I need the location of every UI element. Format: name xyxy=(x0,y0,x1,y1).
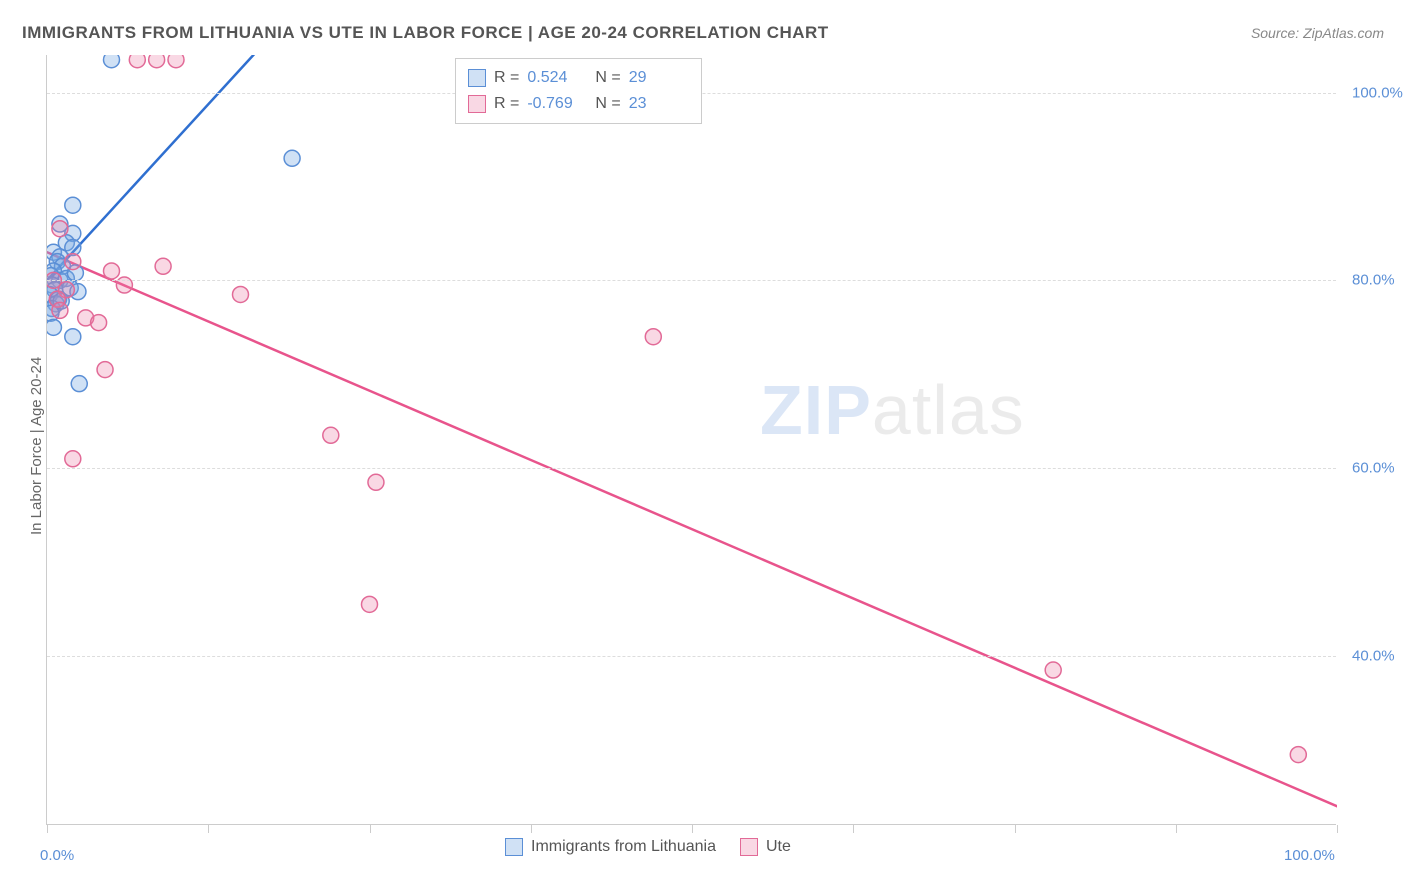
legend-series: Immigrants from Lithuania Ute xyxy=(505,838,791,856)
legend-label: Immigrants from Lithuania xyxy=(531,838,716,856)
gridline-horizontal xyxy=(47,468,1336,469)
title-bar: IMMIGRANTS FROM LITHUANIA VS UTE IN LABO… xyxy=(22,18,1384,48)
x-tick xyxy=(1337,825,1338,833)
x-tick xyxy=(531,825,532,833)
x-tick xyxy=(47,825,48,833)
y-axis-title: In Labor Force | Age 20-24 xyxy=(28,357,45,535)
y-tick-label: 100.0% xyxy=(1352,84,1403,101)
legend-swatch-lithuania xyxy=(468,69,486,87)
legend-r-value: 0.524 xyxy=(527,65,587,91)
legend-n-label: N = xyxy=(595,91,620,117)
legend-n-label: N = xyxy=(595,65,620,91)
legend-item-lithuania: Immigrants from Lithuania xyxy=(505,838,716,856)
gridline-horizontal xyxy=(47,280,1336,281)
legend-item-ute: Ute xyxy=(740,838,791,856)
legend-n-value: 23 xyxy=(629,91,689,117)
legend-r-label: R = xyxy=(494,91,519,117)
y-tick-label: 80.0% xyxy=(1352,272,1395,289)
legend-swatch-lithuania xyxy=(505,838,523,856)
legend-r-value: -0.769 xyxy=(527,91,587,117)
gridline-horizontal xyxy=(47,656,1336,657)
x-tick xyxy=(853,825,854,833)
legend-swatch-ute xyxy=(740,838,758,856)
x-tick xyxy=(208,825,209,833)
legend-swatch-ute xyxy=(468,95,486,113)
plot-svg xyxy=(47,55,1337,825)
y-tick-label: 40.0% xyxy=(1352,647,1395,664)
x-tick xyxy=(692,825,693,833)
x-tick xyxy=(370,825,371,833)
legend-label: Ute xyxy=(766,838,791,856)
legend-correlation: R = 0.524 N = 29 R = -0.769 N = 23 xyxy=(455,58,702,124)
chart-container: IMMIGRANTS FROM LITHUANIA VS UTE IN LABO… xyxy=(0,0,1406,892)
legend-n-value: 29 xyxy=(629,65,689,91)
x-tick xyxy=(1176,825,1177,833)
x-tick-label: 0.0% xyxy=(40,847,74,864)
legend-row: R = -0.769 N = 23 xyxy=(468,91,689,117)
x-tick xyxy=(1015,825,1016,833)
x-tick-label: 100.0% xyxy=(1284,847,1335,864)
legend-r-label: R = xyxy=(494,65,519,91)
plot-area xyxy=(46,55,1336,825)
legend-row: R = 0.524 N = 29 xyxy=(468,65,689,91)
source-label: Source: ZipAtlas.com xyxy=(1251,25,1384,41)
chart-title: IMMIGRANTS FROM LITHUANIA VS UTE IN LABO… xyxy=(22,23,829,43)
y-tick-label: 60.0% xyxy=(1352,460,1395,477)
